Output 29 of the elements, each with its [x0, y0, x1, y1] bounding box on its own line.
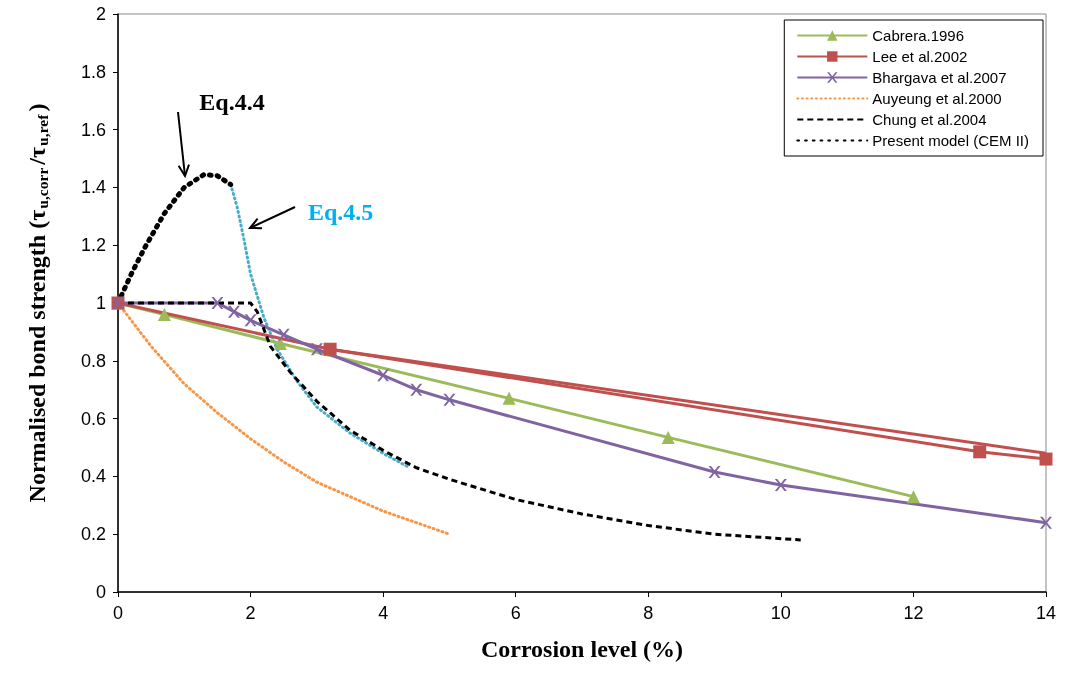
x-tick-label: 14 [1035, 603, 1057, 623]
x-tick-label: 10 [770, 603, 791, 623]
y-tick-label: 1 [95, 293, 106, 313]
x-tick-label: 12 [903, 603, 924, 623]
y-tick-label: 0.6 [80, 408, 106, 429]
y-tick-label: 0 [95, 582, 106, 602]
legend-label: Present model (CEM II) [872, 132, 1030, 149]
x-tick-label: 8 [643, 603, 654, 623]
x-tick-label: 2 [245, 603, 256, 623]
y-tick-label: 0.8 [80, 350, 106, 371]
y-tick-label: 0.2 [80, 524, 106, 545]
legend-label: Cabrera.1996 [872, 27, 965, 44]
legend-label: Auyeung et al.2000 [872, 90, 1002, 107]
annotation: Eq.4.5 [308, 199, 374, 225]
legend-label: Bhargava et al.2007 [872, 69, 1007, 86]
legend-label: Lee et al.2002 [872, 48, 968, 65]
y-tick-label: 0.4 [80, 466, 106, 487]
y-tick-label: 1.8 [80, 61, 106, 82]
x-tick-label: 6 [510, 603, 521, 623]
y-axis-title: Normalised bond strength (τu,corr/τu,ref) [23, 103, 51, 503]
y-tick-label: 1.2 [80, 235, 106, 256]
annotation: Eq.4.4 [199, 89, 265, 115]
y-tick-label: 2 [95, 4, 106, 24]
y-tick-label: 1.6 [80, 119, 106, 140]
x-tick-label: 4 [378, 603, 389, 623]
x-tick-label: 0 [112, 603, 124, 623]
y-tick-label: 1.4 [80, 177, 106, 198]
legend-label: Chung et al.2004 [872, 111, 987, 128]
x-axis-title: Corrosion level (%) [480, 636, 684, 662]
